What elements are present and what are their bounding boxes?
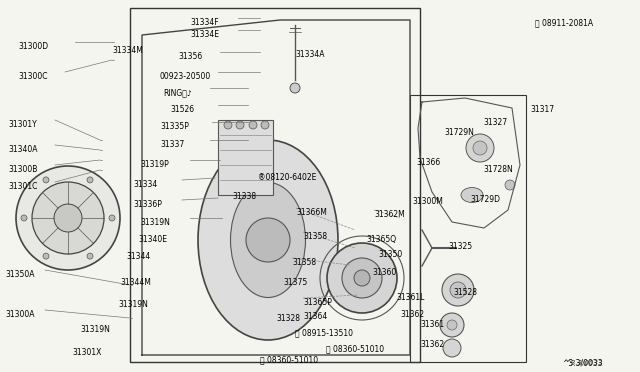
Text: 31336P: 31336P [133, 200, 162, 209]
Text: 31340E: 31340E [138, 235, 167, 244]
Text: Ⓝ 08911-2081A: Ⓝ 08911-2081A [535, 18, 593, 27]
Text: 31729N: 31729N [444, 128, 474, 137]
Text: 31300C: 31300C [18, 72, 47, 81]
Circle shape [342, 258, 382, 298]
Circle shape [249, 121, 257, 129]
Circle shape [450, 282, 466, 298]
Circle shape [505, 180, 515, 190]
Text: 31334A: 31334A [295, 50, 324, 59]
Bar [218, 120, 273, 195]
Text: 31327: 31327 [483, 118, 507, 127]
Text: 31350: 31350 [378, 250, 403, 259]
Circle shape [109, 215, 115, 221]
Circle shape [261, 121, 269, 129]
Ellipse shape [230, 183, 305, 298]
Circle shape [447, 320, 457, 330]
Circle shape [43, 253, 49, 259]
Text: 31375: 31375 [283, 278, 307, 287]
Text: 31526: 31526 [170, 105, 194, 114]
Circle shape [466, 134, 494, 162]
Text: 31334E: 31334E [190, 30, 219, 39]
Text: 31328: 31328 [276, 314, 300, 323]
Text: 31344M: 31344M [120, 278, 151, 287]
Text: 31325: 31325 [448, 242, 472, 251]
Text: 31335P: 31335P [160, 122, 189, 131]
Circle shape [87, 253, 93, 259]
Text: 31319N: 31319N [118, 300, 148, 309]
Text: 31340A: 31340A [8, 145, 38, 154]
Circle shape [443, 339, 461, 357]
Text: 31365Q: 31365Q [366, 235, 396, 244]
Text: 31301X: 31301X [72, 348, 101, 357]
Text: Ⓢ 08360-51010: Ⓢ 08360-51010 [260, 355, 318, 364]
Circle shape [87, 177, 93, 183]
Circle shape [54, 204, 82, 232]
Text: 31338: 31338 [232, 192, 256, 201]
Text: 31364: 31364 [303, 312, 327, 321]
Circle shape [224, 121, 232, 129]
Text: 31319N: 31319N [80, 325, 110, 334]
Text: 31358: 31358 [292, 258, 316, 267]
Text: RINGユ♪: RINGユ♪ [163, 88, 192, 97]
Text: 31300B: 31300B [8, 165, 37, 174]
Text: 31301C: 31301C [8, 182, 37, 191]
Text: 31365P: 31365P [303, 298, 332, 307]
Text: Ⓢ 08360-51010: Ⓢ 08360-51010 [326, 344, 384, 353]
Text: 31337: 31337 [160, 140, 184, 149]
Text: 31360: 31360 [372, 268, 396, 277]
Circle shape [236, 121, 244, 129]
Ellipse shape [198, 140, 338, 340]
Circle shape [43, 177, 49, 183]
Text: 31317: 31317 [530, 105, 554, 114]
Circle shape [21, 215, 27, 221]
Text: 31356: 31356 [178, 52, 202, 61]
Text: 31334F: 31334F [190, 18, 219, 27]
Text: 31300D: 31300D [18, 42, 48, 51]
Text: 31301Y: 31301Y [8, 120, 36, 129]
Bar [410, 95, 526, 362]
Text: 31366M: 31366M [296, 208, 327, 217]
Text: ^3.3/0033: ^3.3/0033 [565, 360, 602, 366]
Text: 31366: 31366 [416, 158, 440, 167]
Text: ^3.3/0033: ^3.3/0033 [562, 358, 603, 367]
Circle shape [290, 83, 300, 93]
Text: 31362: 31362 [400, 310, 424, 319]
Text: 31728N: 31728N [483, 165, 513, 174]
Circle shape [354, 270, 370, 286]
Text: 31319P: 31319P [140, 160, 169, 169]
Text: 31361L: 31361L [396, 293, 424, 302]
Circle shape [16, 166, 120, 270]
Text: 31358: 31358 [303, 232, 327, 241]
Text: 31300A: 31300A [5, 310, 35, 319]
Text: 31528: 31528 [453, 288, 477, 297]
Text: 31344: 31344 [126, 252, 150, 261]
Circle shape [246, 218, 290, 262]
Text: 31334: 31334 [133, 180, 157, 189]
Text: 00923-20500: 00923-20500 [160, 72, 211, 81]
Text: 31361: 31361 [420, 320, 444, 329]
Text: 31362M: 31362M [374, 210, 404, 219]
Circle shape [473, 141, 487, 155]
Text: 31362: 31362 [420, 340, 444, 349]
Text: 31334M: 31334M [112, 46, 143, 55]
Text: 31300M: 31300M [412, 197, 443, 206]
Circle shape [327, 243, 397, 313]
Circle shape [32, 182, 104, 254]
Circle shape [440, 313, 464, 337]
Text: 31319N: 31319N [140, 218, 170, 227]
Text: Ⓝ 08915-13510: Ⓝ 08915-13510 [295, 328, 353, 337]
Circle shape [442, 274, 474, 306]
Bar [130, 8, 420, 362]
Text: ®08120-6402E: ®08120-6402E [258, 173, 316, 182]
Text: 31350A: 31350A [5, 270, 35, 279]
Ellipse shape [461, 187, 483, 202]
Text: 31729D: 31729D [470, 195, 500, 204]
